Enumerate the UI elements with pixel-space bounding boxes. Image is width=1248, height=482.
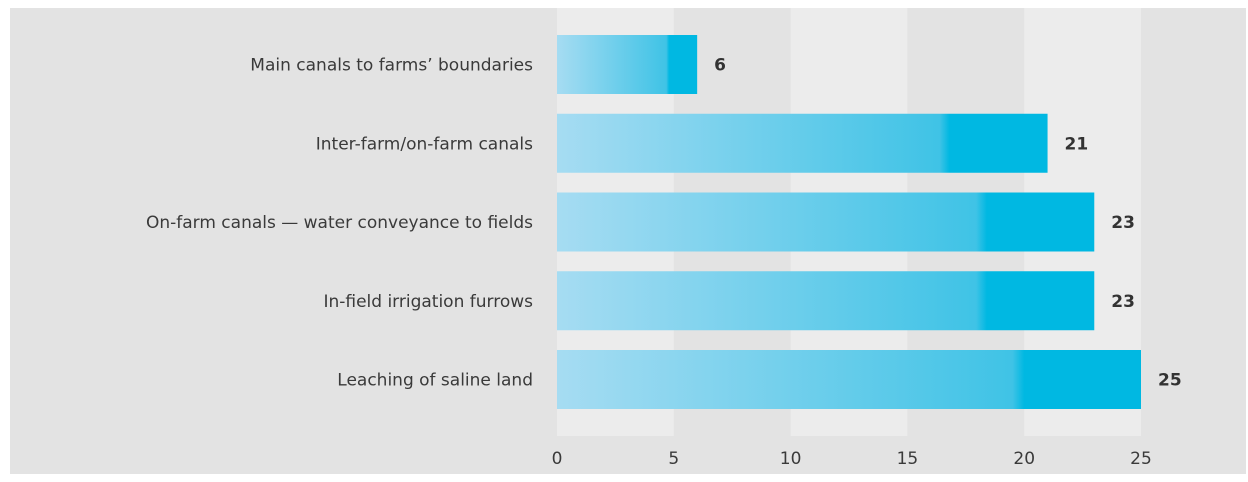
bar <box>557 35 698 94</box>
x-tick-label: 10 <box>780 449 802 469</box>
x-tick-label: 25 <box>1130 449 1152 469</box>
data-label: 23 <box>1111 213 1135 233</box>
category-label: Main canals to farms’ boundaries <box>250 56 533 76</box>
bar <box>557 113 1048 173</box>
data-label: 23 <box>1111 292 1135 312</box>
data-label: 25 <box>1158 371 1182 391</box>
category-label: On-farm canals — water conveyance to fie… <box>146 213 533 233</box>
x-tick-label: 20 <box>1013 449 1035 469</box>
bar <box>557 350 1141 409</box>
category-label: Inter-farm/on-farm canals <box>316 134 533 154</box>
category-label: Leaching of saline land <box>337 371 533 391</box>
x-tick-label: 0 <box>552 449 563 469</box>
data-label: 6 <box>714 56 726 76</box>
bar-chart: Main canals to farms’ boundaries Inter-fa… <box>146 8 1182 469</box>
data-label: 21 <box>1065 134 1089 154</box>
x-tick-label: 5 <box>668 449 679 469</box>
category-label: In-field irrigation furrows <box>323 292 533 312</box>
bar <box>557 192 1095 252</box>
bar <box>557 271 1095 331</box>
x-tick-label: 15 <box>897 449 919 469</box>
chart-panel: Main canals to farms’ boundaries Inter-fa… <box>10 8 1246 474</box>
